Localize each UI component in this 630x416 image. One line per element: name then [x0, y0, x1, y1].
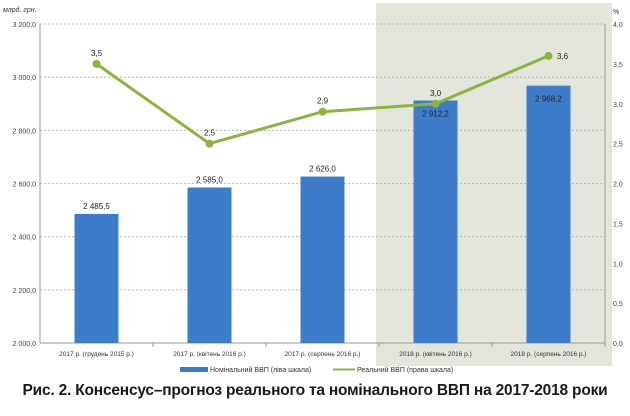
line-point: [318, 107, 327, 116]
left-tick-label: 2 400,0: [13, 235, 36, 242]
x-tick-label: 2018 р. (серпень 2016 р.): [511, 351, 587, 358]
left-tick-label: 3 000,0: [13, 75, 36, 82]
right-tick-label: 4,0: [613, 22, 623, 29]
left-tick-label: 2 600,0: [13, 182, 36, 189]
forecast-highlight-region: [376, 3, 612, 366]
line-value-label: 2,9: [317, 97, 329, 106]
line-value-label: 3,5: [91, 49, 103, 58]
x-tick-label: 2017 р. (квітень 2016 р.): [173, 350, 246, 358]
chart: 2 000,0 2 200,0 2 400,0 2 600,0 2 800,0 3 000…: [3, 3, 623, 374]
bar-value-label: 2 585,0: [196, 175, 223, 184]
line-point: [544, 51, 553, 60]
line-value-label: 3,0: [430, 89, 442, 98]
left-tick-label: 2 800,0: [13, 128, 36, 135]
line-value-label: 3,6: [557, 52, 569, 61]
bar-value-label: 2 968,2: [535, 95, 562, 104]
right-tick-label: 1,5: [613, 221, 623, 228]
line-value-label: 2,5: [204, 129, 216, 138]
line-point: [205, 139, 214, 148]
right-tick-label: 3,0: [613, 102, 623, 109]
legend-label-bar: Номінальний ВВП (ліва шкала): [210, 366, 311, 374]
bar-value-label: 2 626,0: [309, 165, 336, 174]
right-axis-label: %: [613, 9, 619, 16]
right-tick-label: 2,0: [613, 182, 623, 189]
left-tick-label: 2 000,0: [13, 341, 36, 348]
bar: [413, 100, 458, 343]
right-tick-label: 2,5: [613, 142, 623, 149]
right-tick-label: 3,5: [613, 62, 623, 69]
chart-title: Рис. 2. Консенсус–прогноз реального та н…: [22, 382, 608, 399]
right-tick-label: 0,5: [613, 301, 623, 308]
bar: [74, 213, 119, 343]
bar-value-label: 2 912,2: [422, 110, 449, 119]
line-point: [92, 59, 101, 68]
x-tick-label: 2018 р. (квітень 2016 р.): [399, 350, 472, 358]
line-point: [431, 99, 440, 108]
right-tick-label: 0,0: [613, 341, 623, 348]
bar-value-label: 2 485,5: [83, 202, 110, 211]
left-tick-label: 3 200,0: [13, 22, 36, 29]
x-tick-label: 2017 р. (грудень 2015 р.): [59, 351, 134, 358]
bar: [187, 187, 232, 343]
bar: [526, 85, 571, 343]
x-tick-label: 2017 р. (серпень 2016 р.): [285, 351, 361, 358]
right-tick-label: 1,0: [613, 261, 623, 268]
bar: [300, 176, 345, 343]
legend-label-line: Реальний ВВП (права шкала): [357, 366, 453, 374]
left-tick-label: 2 200,0: [13, 288, 36, 295]
left-axis-label: млрд. грн.: [3, 6, 37, 14]
legend-swatch-bar: [180, 367, 208, 372]
